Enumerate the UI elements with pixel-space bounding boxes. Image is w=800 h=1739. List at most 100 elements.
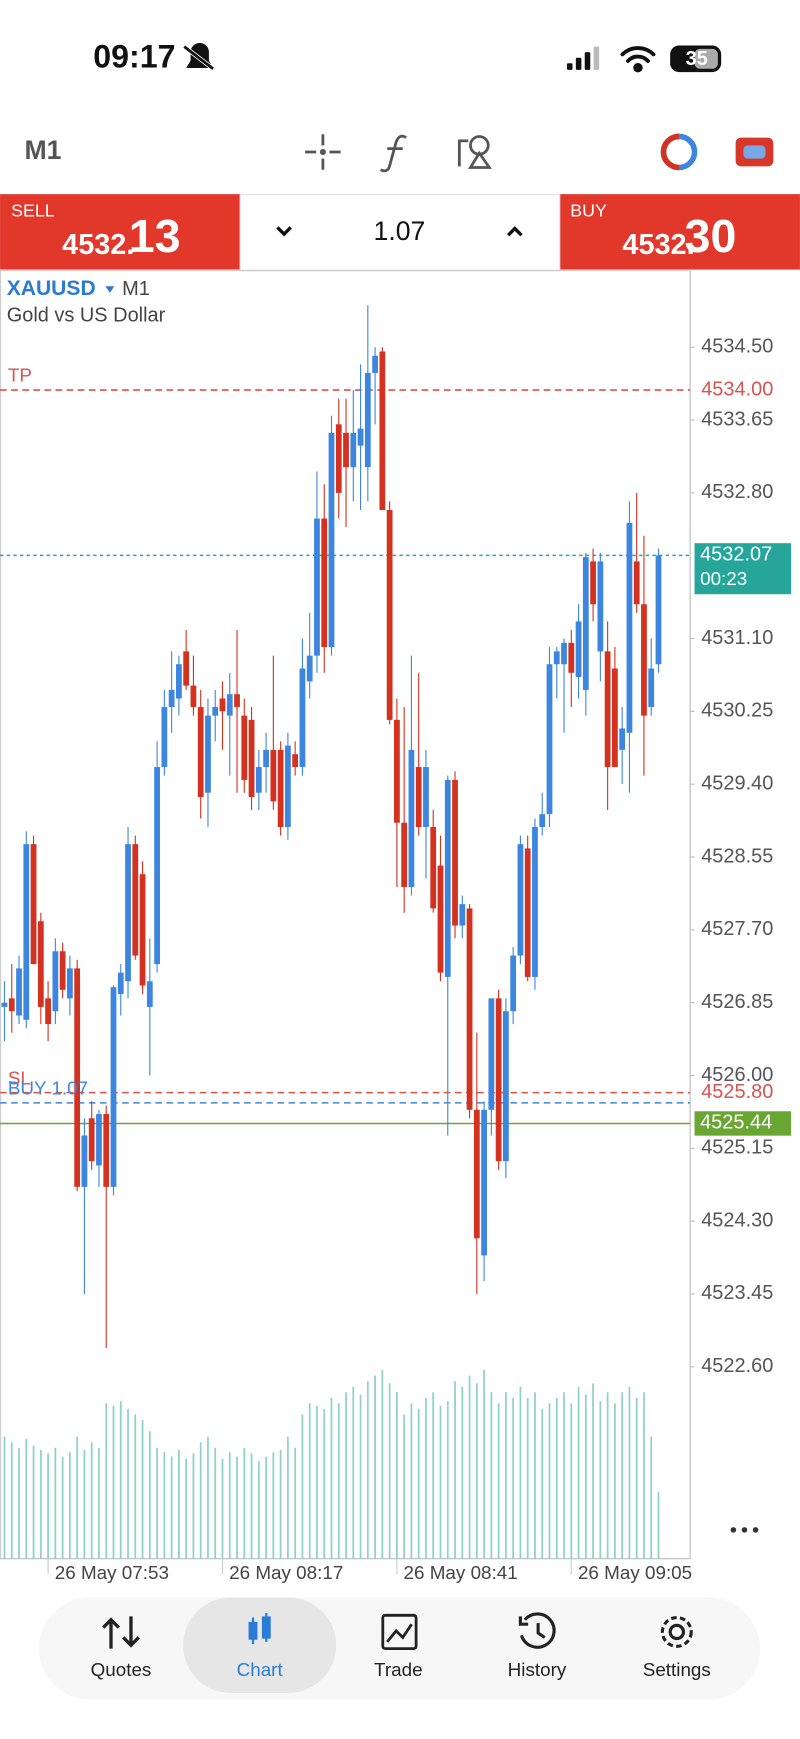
nav-label[interactable]: Trade [374, 1659, 423, 1680]
candle-body [459, 904, 466, 926]
settings-icon[interactable] [660, 1615, 693, 1648]
price-label: 4534.00 [701, 378, 773, 400]
price-label-box [694, 543, 792, 595]
candle-body [335, 424, 342, 493]
candle-body [241, 715, 248, 780]
timeframe-button[interactable]: M1 [24, 135, 61, 165]
chart-timeframe: M1 [122, 278, 150, 300]
candle-body [590, 561, 596, 605]
nav-label[interactable]: Quotes [91, 1659, 152, 1680]
candle-body [619, 728, 626, 750]
buy-label: BUY [570, 201, 607, 221]
candle-body [430, 827, 437, 909]
bar-timer: 00:23 [700, 568, 747, 589]
candle-body [532, 827, 538, 977]
candle-body [263, 749, 269, 768]
candle-body [517, 844, 524, 956]
sell-button[interactable] [0, 194, 240, 270]
candle-body [524, 848, 531, 977]
x-tick-label: 26 May 07:53 [55, 1562, 169, 1583]
mute-icon [182, 43, 215, 71]
candle-body [612, 668, 618, 768]
candle-body [575, 621, 582, 678]
candle-body [401, 822, 408, 887]
candle-body [328, 432, 335, 648]
candle-body [248, 719, 255, 798]
nav-label[interactable]: Settings [643, 1659, 711, 1680]
signal-icon [566, 46, 600, 70]
candle-body [655, 555, 662, 665]
candle-body [255, 767, 262, 793]
crosshair-button[interactable] [305, 134, 341, 170]
quotes-icon[interactable] [102, 1616, 140, 1649]
candle-body [481, 1109, 487, 1256]
y-tick-label: 4529.40 [701, 772, 773, 794]
nav-active-pill [183, 1597, 337, 1693]
candle-body [110, 987, 117, 1187]
candle-body [510, 955, 517, 1012]
candle-body [357, 428, 364, 446]
candle-body [219, 698, 226, 712]
candle-body [648, 668, 655, 708]
candle-body [125, 844, 131, 982]
candle-body [415, 767, 422, 828]
chart-icon[interactable] [248, 1613, 271, 1645]
volume-box [239, 194, 561, 271]
candle-body [270, 749, 277, 802]
more-button[interactable] [730, 1527, 759, 1533]
level-label: BUY 1.07 [8, 1078, 88, 1099]
candle-body [23, 844, 30, 1020]
candle-body [139, 874, 146, 986]
nav-label[interactable]: Chart [237, 1659, 284, 1680]
candle-body [154, 767, 160, 965]
candle-body [314, 518, 320, 656]
volume-up[interactable] [506, 226, 523, 237]
objects-button[interactable] [457, 135, 492, 169]
candle-body [59, 951, 66, 990]
candle-body [67, 968, 73, 999]
symbol[interactable]: XAUUSD [7, 277, 96, 300]
volume-down[interactable] [276, 226, 292, 237]
candle-body [299, 668, 306, 768]
history-icon[interactable] [518, 1612, 556, 1649]
indicators-button[interactable] [379, 134, 407, 173]
price-label-box [694, 1111, 792, 1136]
candle-body [626, 522, 633, 733]
battery-empty [694, 48, 718, 69]
buy-button[interactable] [560, 194, 800, 270]
candle-body [117, 972, 124, 995]
price-label: 4525.44 [700, 1112, 772, 1134]
candle-body [226, 694, 233, 716]
nav-label[interactable]: History [508, 1659, 567, 1680]
candle-body [212, 707, 219, 716]
candle-body [604, 651, 611, 768]
level-label: SL [8, 1067, 31, 1088]
candle-body [408, 749, 415, 887]
candle-body [168, 689, 175, 708]
level-label: TP [8, 365, 32, 386]
candle-body [452, 779, 458, 926]
candle-body [234, 694, 240, 708]
y-tick-label: 4528.55 [701, 845, 773, 867]
price-label-bg [694, 1081, 795, 1104]
candle-body [285, 745, 291, 828]
y-tick-label: 4531.10 [701, 627, 773, 649]
candle-body [81, 1135, 88, 1187]
symbol-dropdown[interactable] [105, 286, 115, 293]
trade-button[interactable] [735, 137, 774, 167]
candle-body [1, 1002, 8, 1007]
candle-body [394, 719, 400, 823]
candle-body [372, 355, 378, 373]
candle-body [8, 998, 15, 1012]
candle-body [437, 865, 444, 973]
candle-body [176, 664, 182, 699]
trade-icon[interactable] [381, 1613, 418, 1650]
candle-body [306, 655, 313, 682]
candle-body [568, 642, 575, 673]
candle-body [473, 1109, 480, 1239]
x-tick-label: 26 May 09:05 [578, 1562, 692, 1583]
volume-value[interactable]: 1.07 [374, 216, 426, 246]
candle-body [561, 642, 567, 665]
account-button[interactable] [660, 133, 698, 171]
buy-price: 4532. [622, 229, 694, 261]
